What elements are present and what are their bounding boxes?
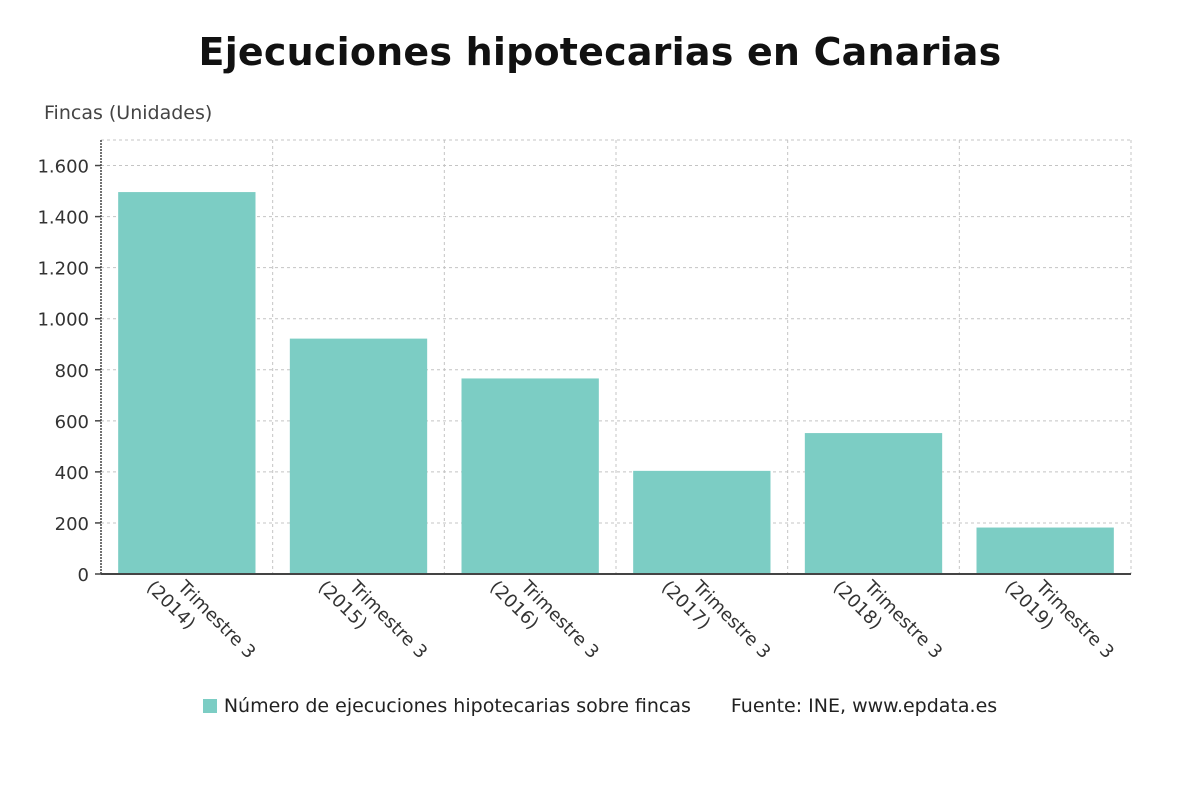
bar — [118, 192, 256, 574]
chart-title: Ejecuciones hipotecarias en Canarias — [198, 30, 1002, 74]
x-tick-label-text: Trimestre 3(2017) — [657, 561, 774, 678]
x-tick-label: Trimestre 3(2016) — [486, 561, 603, 678]
y-axis-label: Fincas (Unidades) — [44, 102, 213, 124]
x-tick-label: Trimestre 3(2018) — [829, 561, 946, 678]
y-tick-label: 1.200 — [37, 259, 89, 280]
y-tick-label: 800 — [55, 361, 89, 382]
bar-chart: 0 200 400 600 800 1.000 1.200 1.400 1.600 Trimest… — [37, 139, 1132, 678]
x-tick-label-text: Trimestre 3(2016) — [486, 561, 603, 678]
y-tick-label: 1.400 — [37, 208, 89, 229]
x-tick-label: Trimestre 3(2017) — [657, 561, 774, 678]
bar — [804, 433, 943, 574]
bar — [633, 470, 771, 574]
bar — [461, 378, 599, 574]
legend-swatch — [202, 699, 217, 713]
y-tick-label: 400 — [55, 463, 89, 484]
source-note: Fuente: INE, www.epdata.es — [730, 695, 998, 717]
bar — [289, 338, 428, 574]
x-tick-label-text: Trimestre 3(2014) — [142, 561, 259, 678]
x-tick-label-text: Trimestre 3(2018) — [829, 561, 946, 678]
x-tick-label: Trimestre 3(2019) — [1001, 561, 1118, 678]
x-tick-label: Trimestre 3(2014) — [142, 561, 259, 678]
x-tick-label-text: Trimestre 3(2015) — [314, 561, 431, 678]
y-tick-label: 200 — [55, 514, 89, 535]
x-tick-label: Trimestre 3(2015) — [314, 561, 431, 678]
x-tick-label-text: Trimestre 3(2019) — [1001, 561, 1118, 678]
y-tick-label: 0 — [78, 565, 89, 586]
y-tick-label: 1.000 — [37, 310, 89, 331]
legend: Número de ejecuciones hipotecarias sobre… — [0, 695, 1200, 717]
y-tick-label: 1.600 — [37, 157, 89, 178]
y-tick-label: 600 — [55, 412, 89, 433]
legend-series-label: Número de ejecuciones hipotecarias sobre… — [223, 695, 691, 717]
bar — [976, 527, 1114, 574]
